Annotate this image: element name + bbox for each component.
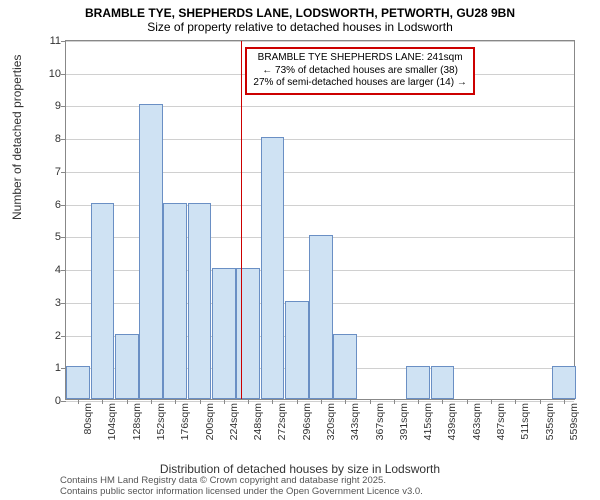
bar-chart: 0123456789101180sqm104sqm128sqm152sqm176… [65,40,575,400]
bar [236,268,260,399]
bar [431,366,455,399]
bar [309,235,333,399]
x-tick-label: 487sqm [495,399,507,440]
bar [139,104,163,399]
x-tick-label: 296sqm [301,399,313,440]
bar [333,334,357,399]
page-title: BRAMBLE TYE, SHEPHERDS LANE, LODSWORTH, … [0,6,600,20]
bar [261,137,285,399]
y-axis-label: Number of detached properties [10,55,24,220]
callout-line: 27% of semi-detached houses are larger (… [253,77,466,90]
callout-box: BRAMBLE TYE SHEPHERDS LANE: 241sqm← 73% … [245,47,474,95]
bar [115,334,139,399]
x-tick-label: 391sqm [398,399,410,440]
bar [212,268,236,399]
x-tick-label: 511sqm [519,399,531,440]
x-tick-label: 176sqm [179,399,191,440]
x-axis-label: Distribution of detached houses by size … [0,462,600,476]
callout-line: ← 73% of detached houses are smaller (38… [253,65,466,78]
footer-line-2: Contains public sector information licen… [60,487,423,497]
x-tick-label: 439sqm [446,399,458,440]
x-tick-label: 463sqm [471,399,483,440]
x-tick-label: 80sqm [82,399,94,435]
y-tick-label: 3 [55,297,66,309]
bar [188,203,212,399]
y-tick-label: 9 [55,100,66,112]
x-tick-label: 224sqm [228,399,240,440]
bar [406,366,430,399]
y-tick-label: 11 [50,35,66,47]
y-tick-label: 7 [55,166,66,178]
y-tick-label: 4 [55,264,66,276]
x-tick-label: 128sqm [131,399,143,440]
attribution-footer: Contains HM Land Registry data © Crown c… [60,476,423,497]
y-tick-label: 5 [55,231,66,243]
marker-line [241,41,242,399]
callout-line: BRAMBLE TYE SHEPHERDS LANE: 241sqm [253,52,466,65]
page-subtitle: Size of property relative to detached ho… [0,20,600,34]
x-tick-label: 152sqm [155,399,167,440]
footer-line-1: Contains HM Land Registry data © Crown c… [60,476,423,486]
x-tick-label: 200sqm [204,399,216,440]
x-tick-label: 272sqm [276,399,288,440]
bar [552,366,576,399]
y-tick-label: 2 [55,330,66,342]
x-tick-label: 559sqm [568,399,580,440]
y-tick-label: 1 [55,362,66,374]
x-tick-label: 415sqm [422,399,434,440]
bar [163,203,187,399]
y-tick-label: 0 [55,395,66,407]
bar [91,203,115,399]
x-tick-label: 248sqm [252,399,264,440]
x-tick-label: 104sqm [106,399,118,440]
bar [285,301,309,399]
x-tick-label: 343sqm [349,399,361,440]
bar [66,366,90,399]
x-tick-label: 320sqm [325,399,337,440]
x-tick-label: 367sqm [374,399,386,440]
x-tick-label: 535sqm [544,399,556,440]
y-tick-label: 8 [55,133,66,145]
y-tick-label: 6 [55,199,66,211]
y-tick-label: 10 [49,68,66,80]
